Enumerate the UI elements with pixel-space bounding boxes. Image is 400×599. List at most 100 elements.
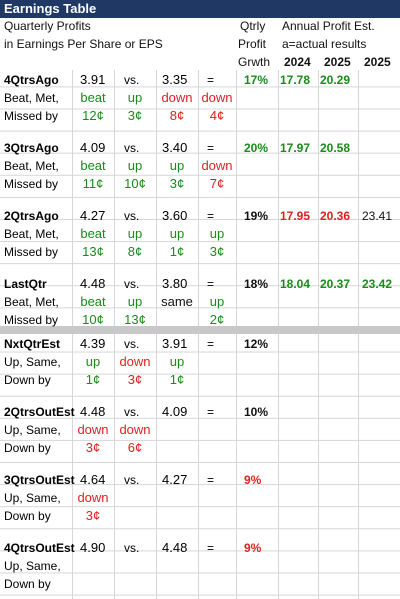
row-change-word: down (77, 490, 109, 505)
row-name: 3QtrsOutEst (4, 473, 75, 487)
row-change-word: up (85, 354, 101, 369)
row-change-amount: 2¢ (209, 312, 225, 327)
row-eps-prior: 3.35 (162, 72, 188, 87)
row-change-word: up (127, 294, 143, 309)
header-area: Quarterly Profits in Earnings Per Share … (0, 18, 400, 70)
row-change-word: down (201, 158, 233, 173)
row-change-word: up (209, 294, 225, 309)
row-estimate-2025: 20.58 (320, 141, 351, 155)
row-change-word: up (127, 158, 143, 173)
row-label-beat: Up, Same, (4, 355, 61, 369)
row-change-word: down (161, 90, 193, 105)
row-change-word: up (169, 158, 185, 173)
row-eps-prior: 3.91 (162, 336, 188, 351)
row-name: LastQtr (4, 277, 47, 291)
row-growth: 9% (244, 541, 262, 555)
row-eps-prior: 3.80 (162, 276, 188, 291)
row-estimate-2025: 20.36 (320, 209, 351, 223)
row-eps-value: 4.64 (80, 472, 106, 487)
row-growth: 12% (244, 337, 269, 351)
row-name: 2QtrsAgo (4, 209, 59, 223)
row-change-word: down (119, 354, 151, 369)
row-label-beat: Up, Same, (4, 423, 61, 437)
row-vs: vs. (124, 209, 140, 223)
row-change-amount: 3¢ (169, 176, 185, 191)
row-eps-value: 4.27 (80, 208, 106, 223)
row-change-amount: 12¢ (82, 108, 104, 123)
row-equals: = (207, 337, 215, 351)
row-vs: vs. (124, 277, 140, 291)
row-eps-value: 4.48 (80, 276, 106, 291)
row-equals: = (207, 141, 215, 155)
row-change-amount: 1¢ (169, 244, 185, 259)
row-eps-prior: 3.60 (162, 208, 188, 223)
row-equals: = (207, 473, 215, 487)
row-eps-value: 4.48 (80, 404, 106, 419)
row-equals: = (207, 541, 215, 555)
row-change-word: up (127, 226, 143, 241)
row-label-missed: Down by (4, 373, 51, 387)
table-title: Earnings Table (0, 0, 400, 18)
row-growth: 19% (244, 209, 269, 223)
row-eps-value: 4.90 (80, 540, 106, 555)
row-change-word: beat (80, 90, 106, 105)
row-change-amount: 10¢ (82, 312, 104, 327)
header-line2: in Earnings Per Share or EPS (4, 37, 163, 51)
row-change-amount: 1¢ (85, 372, 101, 387)
row-change-amount: 8¢ (169, 108, 185, 123)
header-year-1: 2024 (284, 55, 311, 69)
row-label-beat: Up, Same, (4, 491, 61, 505)
row-vs: vs. (124, 337, 140, 351)
row-change-word: beat (80, 294, 106, 309)
row-change-word: down (119, 422, 151, 437)
row-change-word: up (169, 354, 185, 369)
row-eps-value: 4.09 (80, 140, 106, 155)
row-label-missed: Missed by (4, 245, 59, 259)
row-label-beat: Beat, Met, (4, 295, 59, 309)
row-change-amount: 11¢ (82, 176, 104, 191)
row-label-missed: Down by (4, 577, 51, 591)
row-change-word: same (161, 294, 193, 309)
row-label-missed: Missed by (4, 177, 59, 191)
row-eps-value: 4.39 (80, 336, 106, 351)
row-change-amount: 13¢ (124, 312, 146, 327)
row-change-amount: 3¢ (85, 508, 101, 523)
row-label-missed: Down by (4, 441, 51, 455)
header-profit: Profit (238, 37, 267, 51)
row-name: 4QtrsAgo (4, 73, 59, 87)
row-change-amount: 13¢ (82, 244, 104, 259)
row-change-word: beat (80, 158, 106, 173)
row-eps-prior: 3.40 (162, 140, 188, 155)
row-equals: = (207, 73, 215, 87)
row-change-amount: 1¢ (169, 372, 185, 387)
row-eps-prior: 4.27 (162, 472, 188, 487)
row-change-word: down (201, 90, 233, 105)
section-separator (0, 326, 400, 334)
header-qtrly: Qtrly (240, 19, 266, 33)
row-growth: 18% (244, 277, 269, 291)
row-change-amount: 3¢ (85, 440, 101, 455)
row-label-missed: Missed by (4, 313, 59, 327)
row-change-word: up (127, 90, 143, 105)
row-change-amount: 3¢ (209, 244, 225, 259)
row-estimate-2025: 20.29 (320, 73, 351, 87)
row-eps-value: 3.91 (80, 72, 106, 87)
row-label-missed: Missed by (4, 109, 59, 123)
row-change-amount: 3¢ (127, 372, 143, 387)
row-name: 2QtrsOutEst (4, 405, 75, 419)
row-label-beat: Beat, Met, (4, 227, 59, 241)
row-change-word: up (169, 226, 185, 241)
row-vs: vs. (124, 141, 140, 155)
row-equals: = (207, 277, 215, 291)
row-change-word: down (77, 422, 109, 437)
row-change-word: up (209, 226, 225, 241)
row-name: 4QtrsOutEst (4, 541, 75, 555)
row-estimate-2025b: 23.41 (362, 209, 393, 223)
row-eps-prior: 4.09 (162, 404, 188, 419)
row-change-amount: 4¢ (209, 108, 225, 123)
row-name: NxtQtrEst (4, 337, 61, 351)
row-change-amount: 8¢ (127, 244, 143, 259)
row-change-amount: 7¢ (209, 176, 225, 191)
row-change-word: beat (80, 226, 106, 241)
